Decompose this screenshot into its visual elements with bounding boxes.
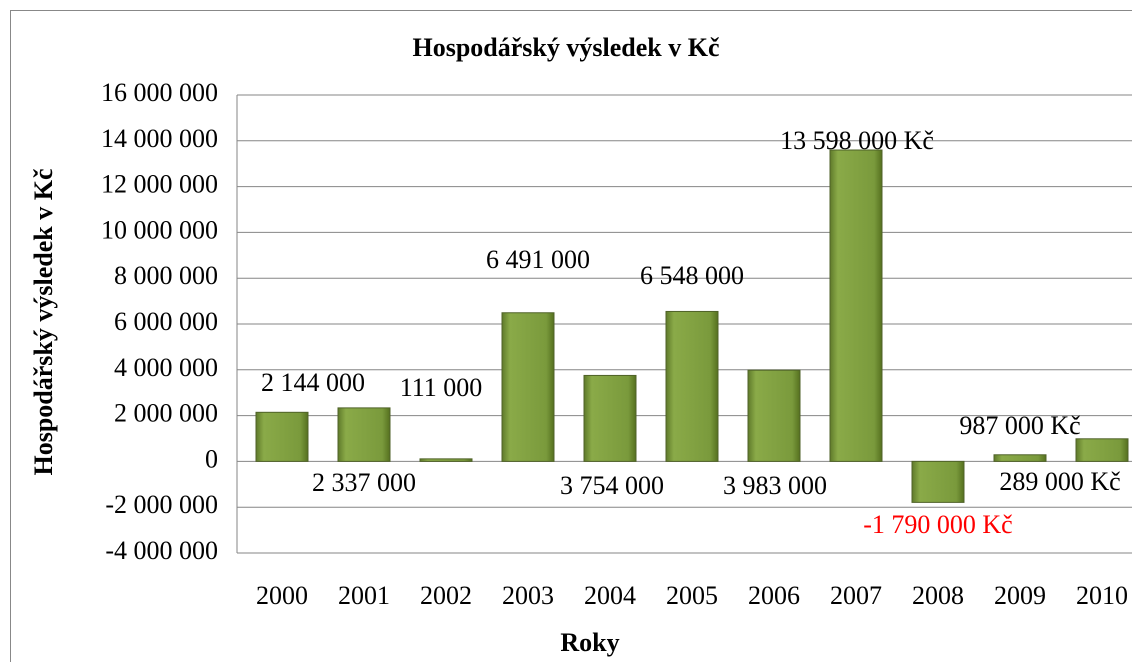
value-label: 3 754 000	[560, 471, 664, 500]
x-tick-label: 2003	[502, 581, 554, 610]
x-tick-label: 2009	[994, 581, 1046, 610]
y-tick-label: -4 000 000	[105, 536, 218, 565]
bar	[419, 458, 473, 462]
y-tick-label: 0	[205, 444, 218, 473]
value-label: 13 598 000 Kč	[780, 126, 934, 155]
bar	[911, 460, 965, 503]
bar	[583, 374, 637, 462]
x-tick-label: 2005	[666, 581, 718, 610]
x-tick-label: 2010	[1076, 581, 1128, 610]
y-tick-label: 14 000 000	[101, 124, 218, 153]
bar	[993, 454, 1047, 462]
y-tick-label: 6 000 000	[114, 307, 218, 336]
value-label: 2 144 000	[261, 368, 365, 397]
x-tick-label: 2000	[256, 581, 308, 610]
x-tick-label: 2006	[748, 581, 800, 610]
value-label: 987 000 Kč	[959, 411, 1080, 440]
x-axis-title: Roky	[560, 628, 619, 657]
bar	[1075, 438, 1129, 462]
x-tick-label: 2007	[830, 581, 882, 610]
chart-title: Hospodářský výsledek v Kč	[413, 33, 720, 62]
value-label: -1 790 000 Kč	[863, 510, 1012, 539]
value-label: 3 983 000	[723, 471, 827, 500]
x-tick-label: 2001	[338, 581, 390, 610]
value-label: 289 000 Kč	[999, 467, 1120, 496]
y-tick-label: -2 000 000	[105, 490, 218, 519]
bar	[501, 312, 555, 462]
y-axis-title: Hospodářský výsledek v Kč	[29, 169, 58, 476]
y-tick-label: 16 000 000	[101, 78, 218, 107]
y-tick-label: 8 000 000	[114, 261, 218, 290]
y-tick-label: 10 000 000	[101, 215, 218, 244]
bar	[337, 407, 391, 462]
x-tick-label: 2004	[584, 581, 636, 610]
bar	[829, 149, 883, 462]
chart-border	[10, 10, 1132, 662]
value-label: 2 337 000	[312, 468, 416, 497]
value-label: 111 000	[400, 373, 483, 402]
y-tick-label: 12 000 000	[101, 170, 218, 199]
bar	[747, 369, 801, 462]
y-tick-label: 2 000 000	[114, 399, 218, 428]
value-label: 6 491 000	[486, 245, 590, 274]
bar	[665, 310, 719, 462]
x-tick-label: 2008	[912, 581, 964, 610]
y-tick-label: 4 000 000	[114, 353, 218, 382]
value-label: 6 548 000	[640, 261, 744, 290]
bar	[255, 411, 309, 462]
x-tick-label: 2002	[420, 581, 472, 610]
